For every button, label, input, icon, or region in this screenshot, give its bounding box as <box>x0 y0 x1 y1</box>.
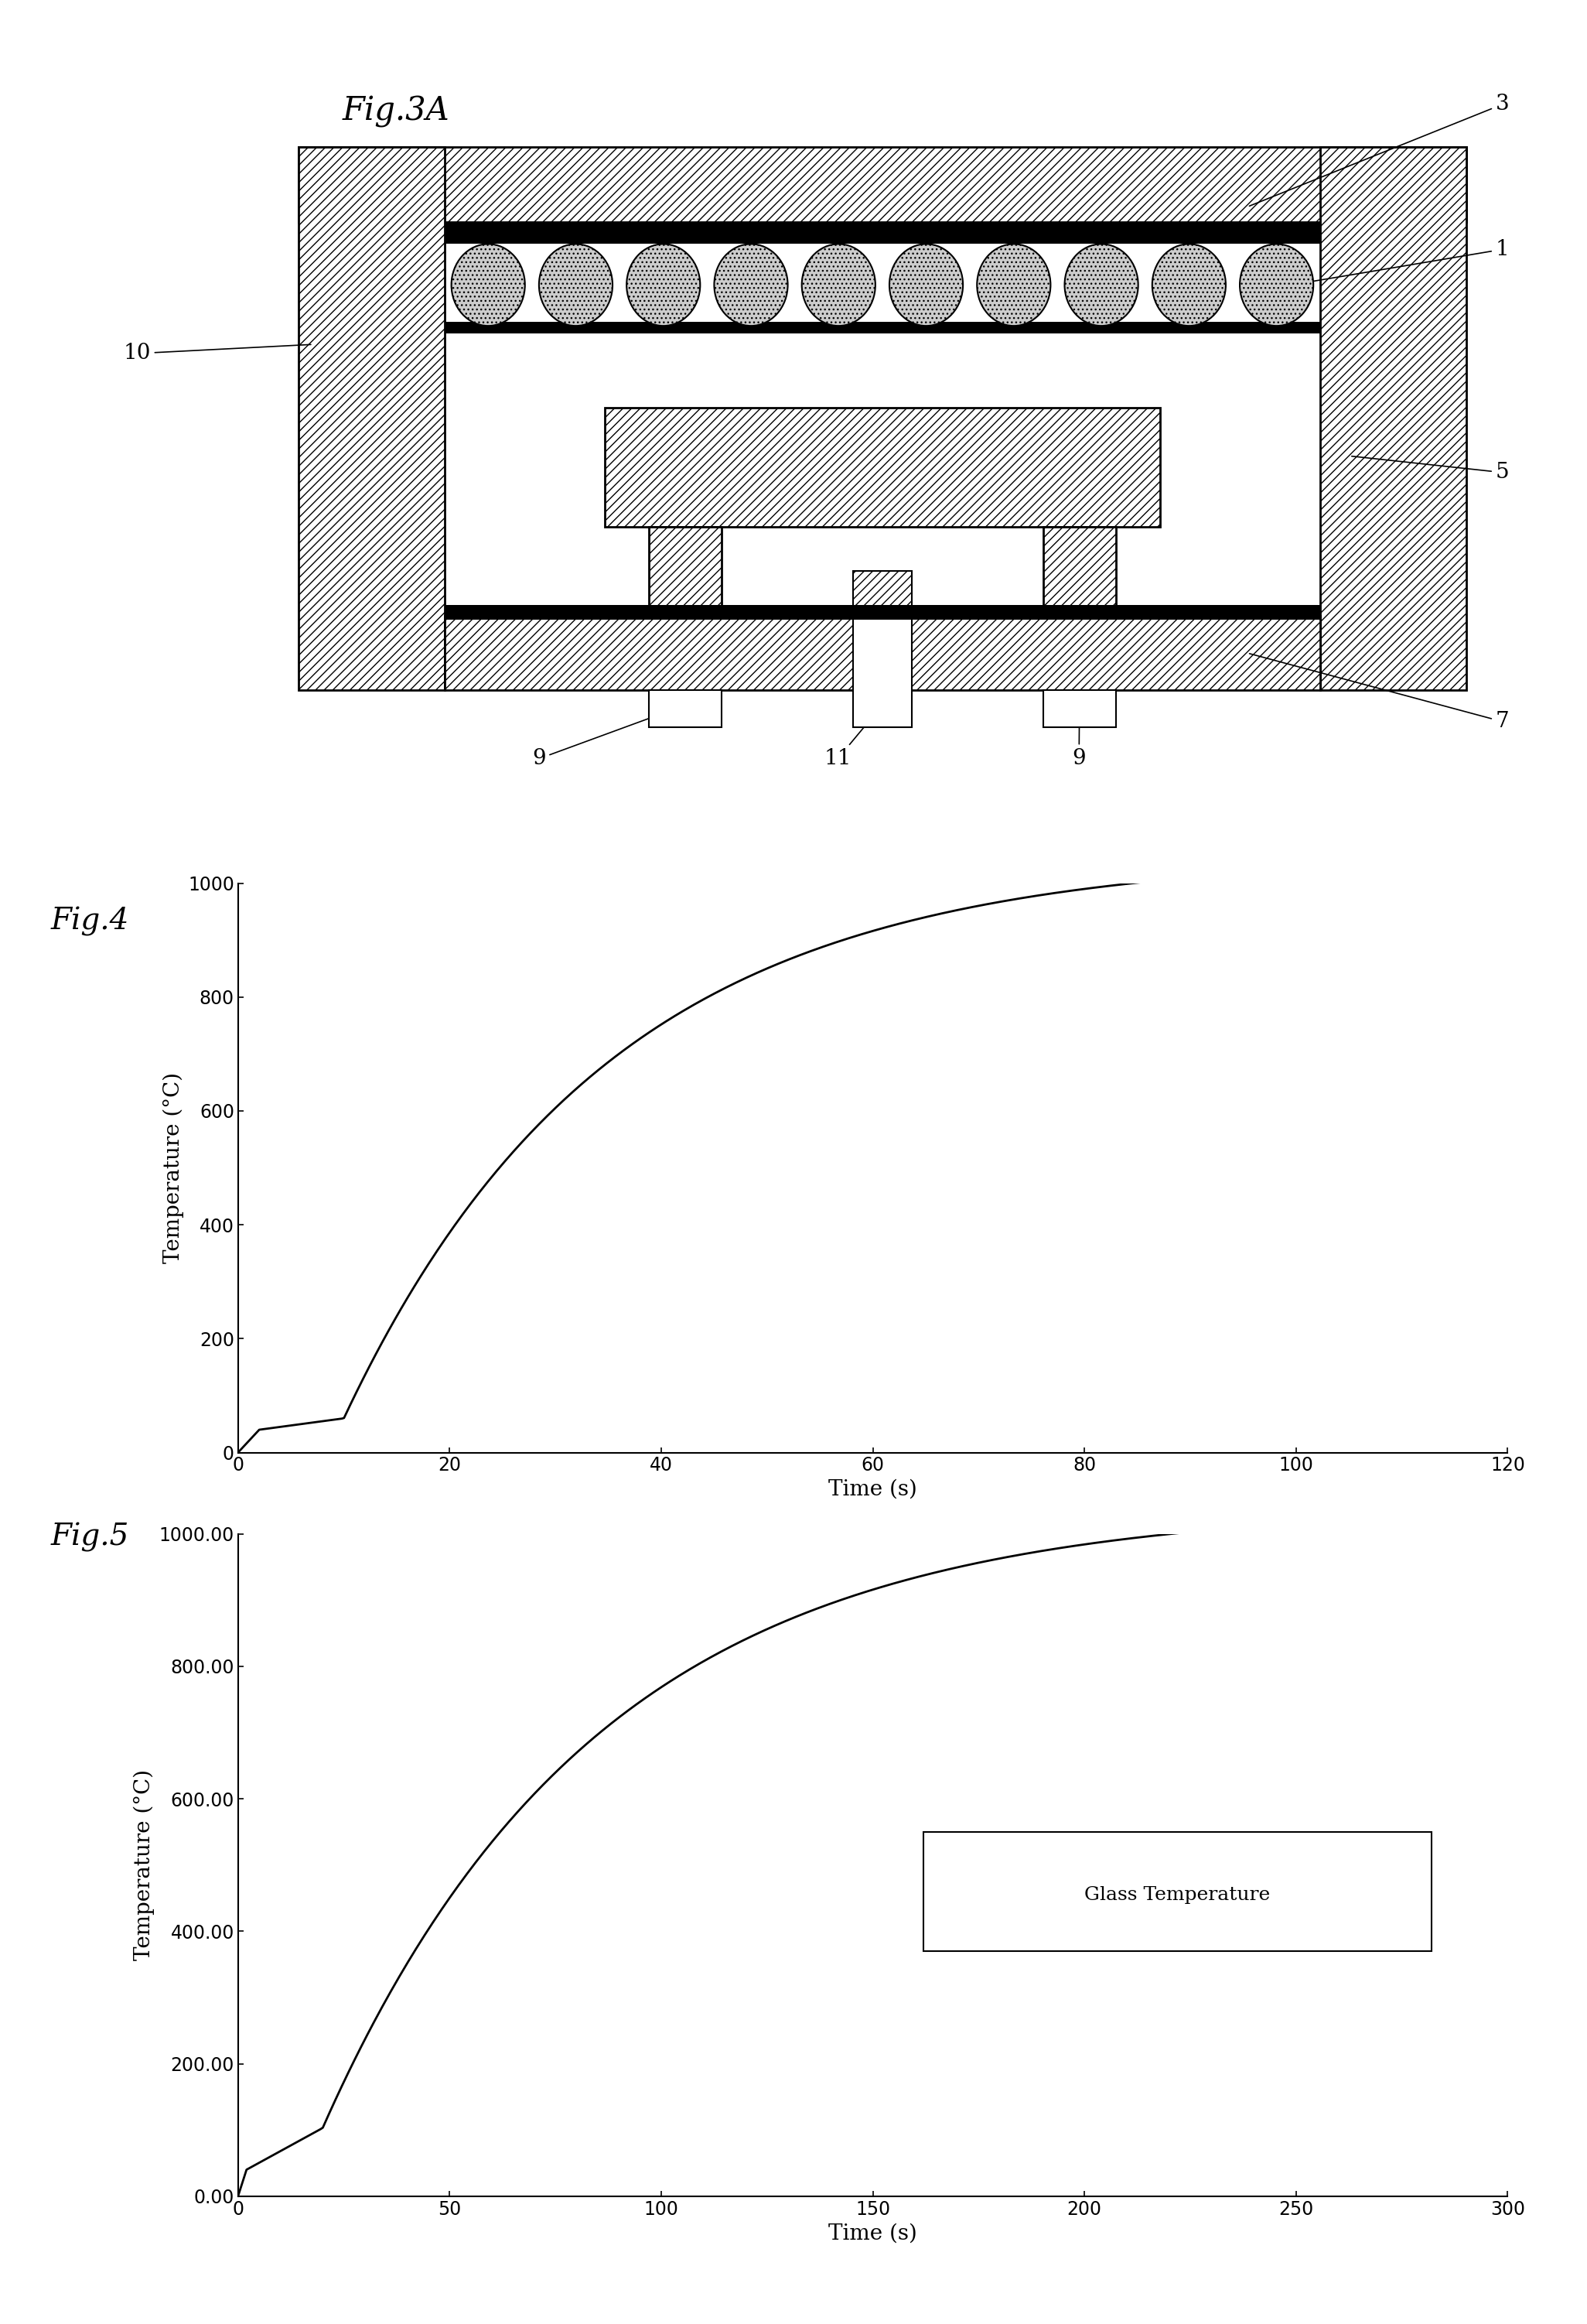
Ellipse shape <box>627 244 700 325</box>
Text: Fig.4: Fig.4 <box>51 906 129 937</box>
X-axis label: Time (s): Time (s) <box>828 1478 917 1499</box>
Bar <box>1043 690 1116 727</box>
Text: Glass Temperature: Glass Temperature <box>1084 1885 1271 1903</box>
Ellipse shape <box>540 244 613 325</box>
Text: Fig.3A: Fig.3A <box>343 95 449 128</box>
Ellipse shape <box>451 244 525 325</box>
Bar <box>444 323 1320 332</box>
Bar <box>649 528 722 616</box>
Ellipse shape <box>801 244 876 325</box>
Ellipse shape <box>889 244 963 325</box>
FancyBboxPatch shape <box>924 1831 1431 1952</box>
Bar <box>605 407 1160 528</box>
Bar <box>298 146 1466 221</box>
Text: 3: 3 <box>1249 93 1509 207</box>
Y-axis label: Temperature (°C): Temperature (°C) <box>162 1071 184 1264</box>
Bar <box>298 146 444 690</box>
Bar <box>1043 528 1116 616</box>
Y-axis label: Temperature (°C): Temperature (°C) <box>133 1769 156 1961</box>
Bar <box>1320 146 1466 690</box>
Ellipse shape <box>978 244 1051 325</box>
Ellipse shape <box>1065 244 1138 325</box>
Bar <box>649 690 722 727</box>
Text: 1: 1 <box>1293 239 1509 284</box>
Ellipse shape <box>714 244 787 325</box>
Bar <box>444 221 1320 244</box>
Text: 7: 7 <box>1249 653 1509 732</box>
Text: 11: 11 <box>824 706 881 769</box>
Bar <box>444 616 1320 690</box>
Bar <box>854 616 911 727</box>
Ellipse shape <box>1152 244 1225 325</box>
Text: 9: 9 <box>532 706 684 769</box>
Text: 5: 5 <box>1352 456 1509 483</box>
Bar <box>854 572 911 616</box>
Text: 9: 9 <box>1073 706 1086 769</box>
Text: Fig.5: Fig.5 <box>51 1522 129 1552</box>
Bar <box>444 604 1320 621</box>
Text: 10: 10 <box>124 344 311 365</box>
Ellipse shape <box>1239 244 1314 325</box>
X-axis label: Time (s): Time (s) <box>828 2222 917 2243</box>
